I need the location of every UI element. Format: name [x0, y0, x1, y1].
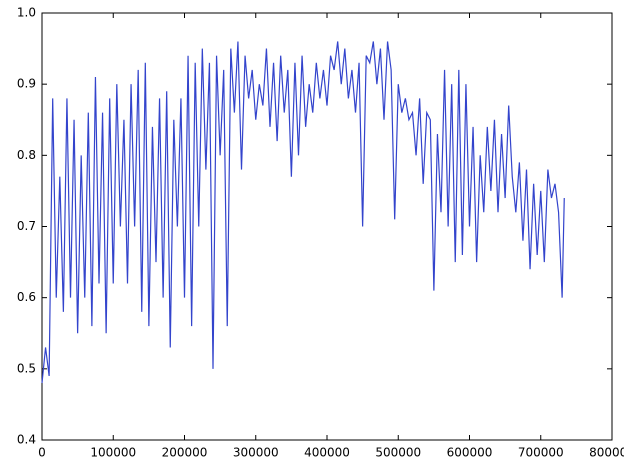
x-tick-label: 800000	[589, 446, 624, 460]
x-tick-label: 600000	[447, 446, 493, 460]
y-tick-label: 0.5	[17, 361, 36, 375]
y-tick-label: 1.0	[17, 6, 36, 20]
data-line	[41, 41, 565, 384]
x-tick-label: 700000	[518, 446, 564, 460]
y-tick-label: 0.4	[17, 433, 36, 447]
x-tick-label: 100000	[90, 446, 136, 460]
plot-frame	[41, 12, 613, 441]
x-tick-label: 300000	[233, 446, 279, 460]
y-tick-label: 0.7	[17, 219, 36, 233]
x-tick-label: 200000	[162, 446, 208, 460]
x-tick-label: 0	[38, 446, 46, 460]
x-tick-label: 500000	[375, 446, 421, 460]
x-tick-label: 400000	[304, 446, 350, 460]
y-tick-label: 0.6	[17, 290, 36, 304]
y-tick-label: 0.9	[17, 77, 36, 91]
y-tick-label: 0.8	[17, 148, 36, 162]
